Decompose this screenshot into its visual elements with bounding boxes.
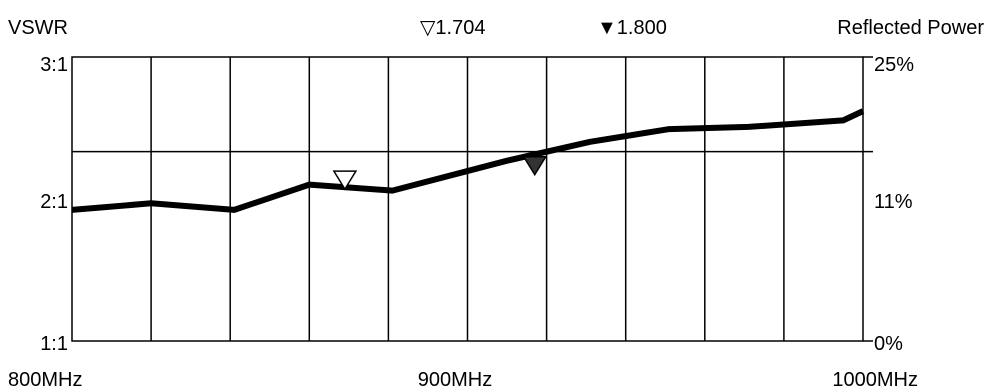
filled-triangle-icon: ▼ (597, 17, 617, 39)
marker-2-readout: ▼1.800 (597, 17, 667, 39)
open-triangle-icon: ▽ (420, 17, 436, 39)
x-tick-mid: 900MHz (418, 369, 492, 391)
right-axis-title: Reflected Power (837, 17, 984, 39)
y-tick-left-mid: 2:1 (40, 191, 68, 213)
x-tick-start: 800MHz (8, 369, 82, 391)
marker-1-readout: ▽1.704 (420, 17, 485, 39)
filled-triangle-marker-icon (522, 155, 548, 177)
marker-2-value: 1.800 (617, 17, 667, 39)
y-tick-right-bottom: 0% (874, 333, 903, 355)
open-triangle-marker-icon (332, 170, 358, 191)
y-tick-left-top: 3:1 (40, 54, 68, 76)
plot-grid (72, 56, 873, 342)
y-tick-right-top: 25% (874, 54, 914, 76)
left-axis-title: VSWR (8, 17, 68, 39)
y-tick-left-bottom: 1:1 (40, 333, 68, 355)
y-tick-right-mid: 11% (874, 191, 913, 213)
vswr-series-line (71, 108, 865, 213)
x-tick-end: 1000MHz (832, 369, 918, 391)
markers (332, 155, 548, 191)
marker-1-value: 1.704 (435, 17, 485, 39)
plot-frame (71, 56, 864, 342)
